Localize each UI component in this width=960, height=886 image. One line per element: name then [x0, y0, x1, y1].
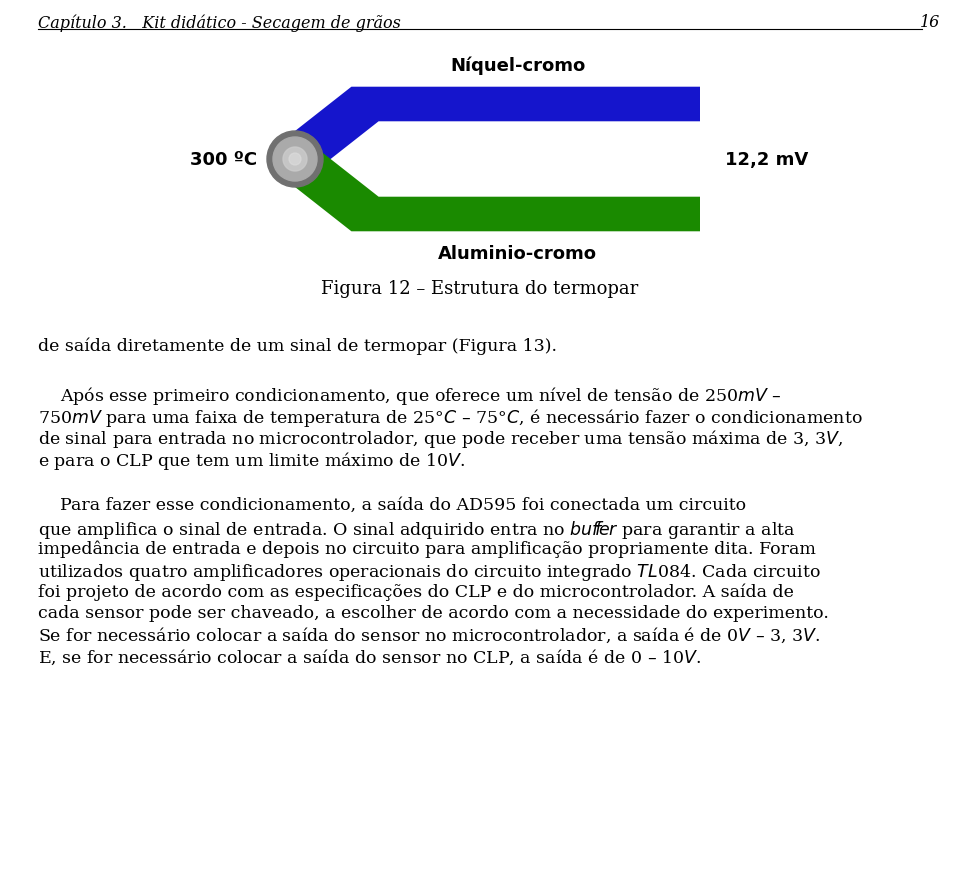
- Text: 300 ºC: 300 ºC: [190, 151, 257, 169]
- Circle shape: [289, 154, 301, 166]
- Text: impedância de entrada e depois no circuito para amplificação propriamente dita. : impedância de entrada e depois no circui…: [38, 540, 816, 557]
- Polygon shape: [281, 88, 700, 177]
- Text: Figura 12 – Estrutura do termopar: Figura 12 – Estrutura do termopar: [322, 280, 638, 298]
- Polygon shape: [281, 143, 700, 232]
- Text: Níquel-cromo: Níquel-cromo: [450, 57, 586, 75]
- Text: Para fazer esse condicionamento, a saída do AD595 foi conectada um circuito: Para fazer esse condicionamento, a saída…: [38, 496, 746, 514]
- Text: que amplifica o sinal de entrada. O sinal adquirido entra no $buf\!f\!er$ para g: que amplifica o sinal de entrada. O sina…: [38, 518, 796, 540]
- Circle shape: [267, 132, 323, 188]
- Text: foi projeto de acordo com as especificações do CLP e do microcontrolador. A saíd: foi projeto de acordo com as especificaç…: [38, 582, 794, 600]
- Text: 750$mV$ para uma faixa de temperatura de 25°$C$ – 75°$C$, é necessário fazer o c: 750$mV$ para uma faixa de temperatura de…: [38, 407, 863, 428]
- Text: Aluminio-cromo: Aluminio-cromo: [438, 245, 597, 263]
- Text: 12,2 mV: 12,2 mV: [725, 151, 808, 169]
- Text: cada sensor pode ser chaveado, a escolher de acordo com a necessidade do experim: cada sensor pode ser chaveado, a escolhe…: [38, 604, 828, 621]
- Text: de saída diretamente de um sinal de termopar (Figura 13).: de saída diretamente de um sinal de term…: [38, 338, 557, 355]
- Circle shape: [273, 138, 317, 182]
- Text: Capítulo 3.   Kit didático - Secagem de grãos: Capítulo 3. Kit didático - Secagem de gr…: [38, 14, 401, 32]
- Text: e para o CLP que tem um limite máximo de 10$V$.: e para o CLP que tem um limite máximo de…: [38, 449, 466, 471]
- Text: utilizados quatro amplificadores operacionais do circuito integrado $TL$084. Cad: utilizados quatro amplificadores operaci…: [38, 561, 821, 582]
- Text: 16: 16: [920, 14, 940, 31]
- Text: Se for necessário colocar a saída do sensor no microcontrolador, a saída é de 0$: Se for necessário colocar a saída do sen…: [38, 626, 820, 645]
- Text: de sinal para entrada no microcontrolador, que pode receber uma tensão máxima de: de sinal para entrada no microcontrolado…: [38, 428, 844, 450]
- Text: Após esse primeiro condicionamento, que oferece um nível de tensão de 250$mV$ –: Após esse primeiro condicionamento, que …: [38, 385, 781, 407]
- Text: E, se for necessário colocar a saída do sensor no CLP, a saída é de 0 – 10$V$.: E, se for necessário colocar a saída do …: [38, 647, 701, 666]
- Circle shape: [283, 148, 307, 172]
